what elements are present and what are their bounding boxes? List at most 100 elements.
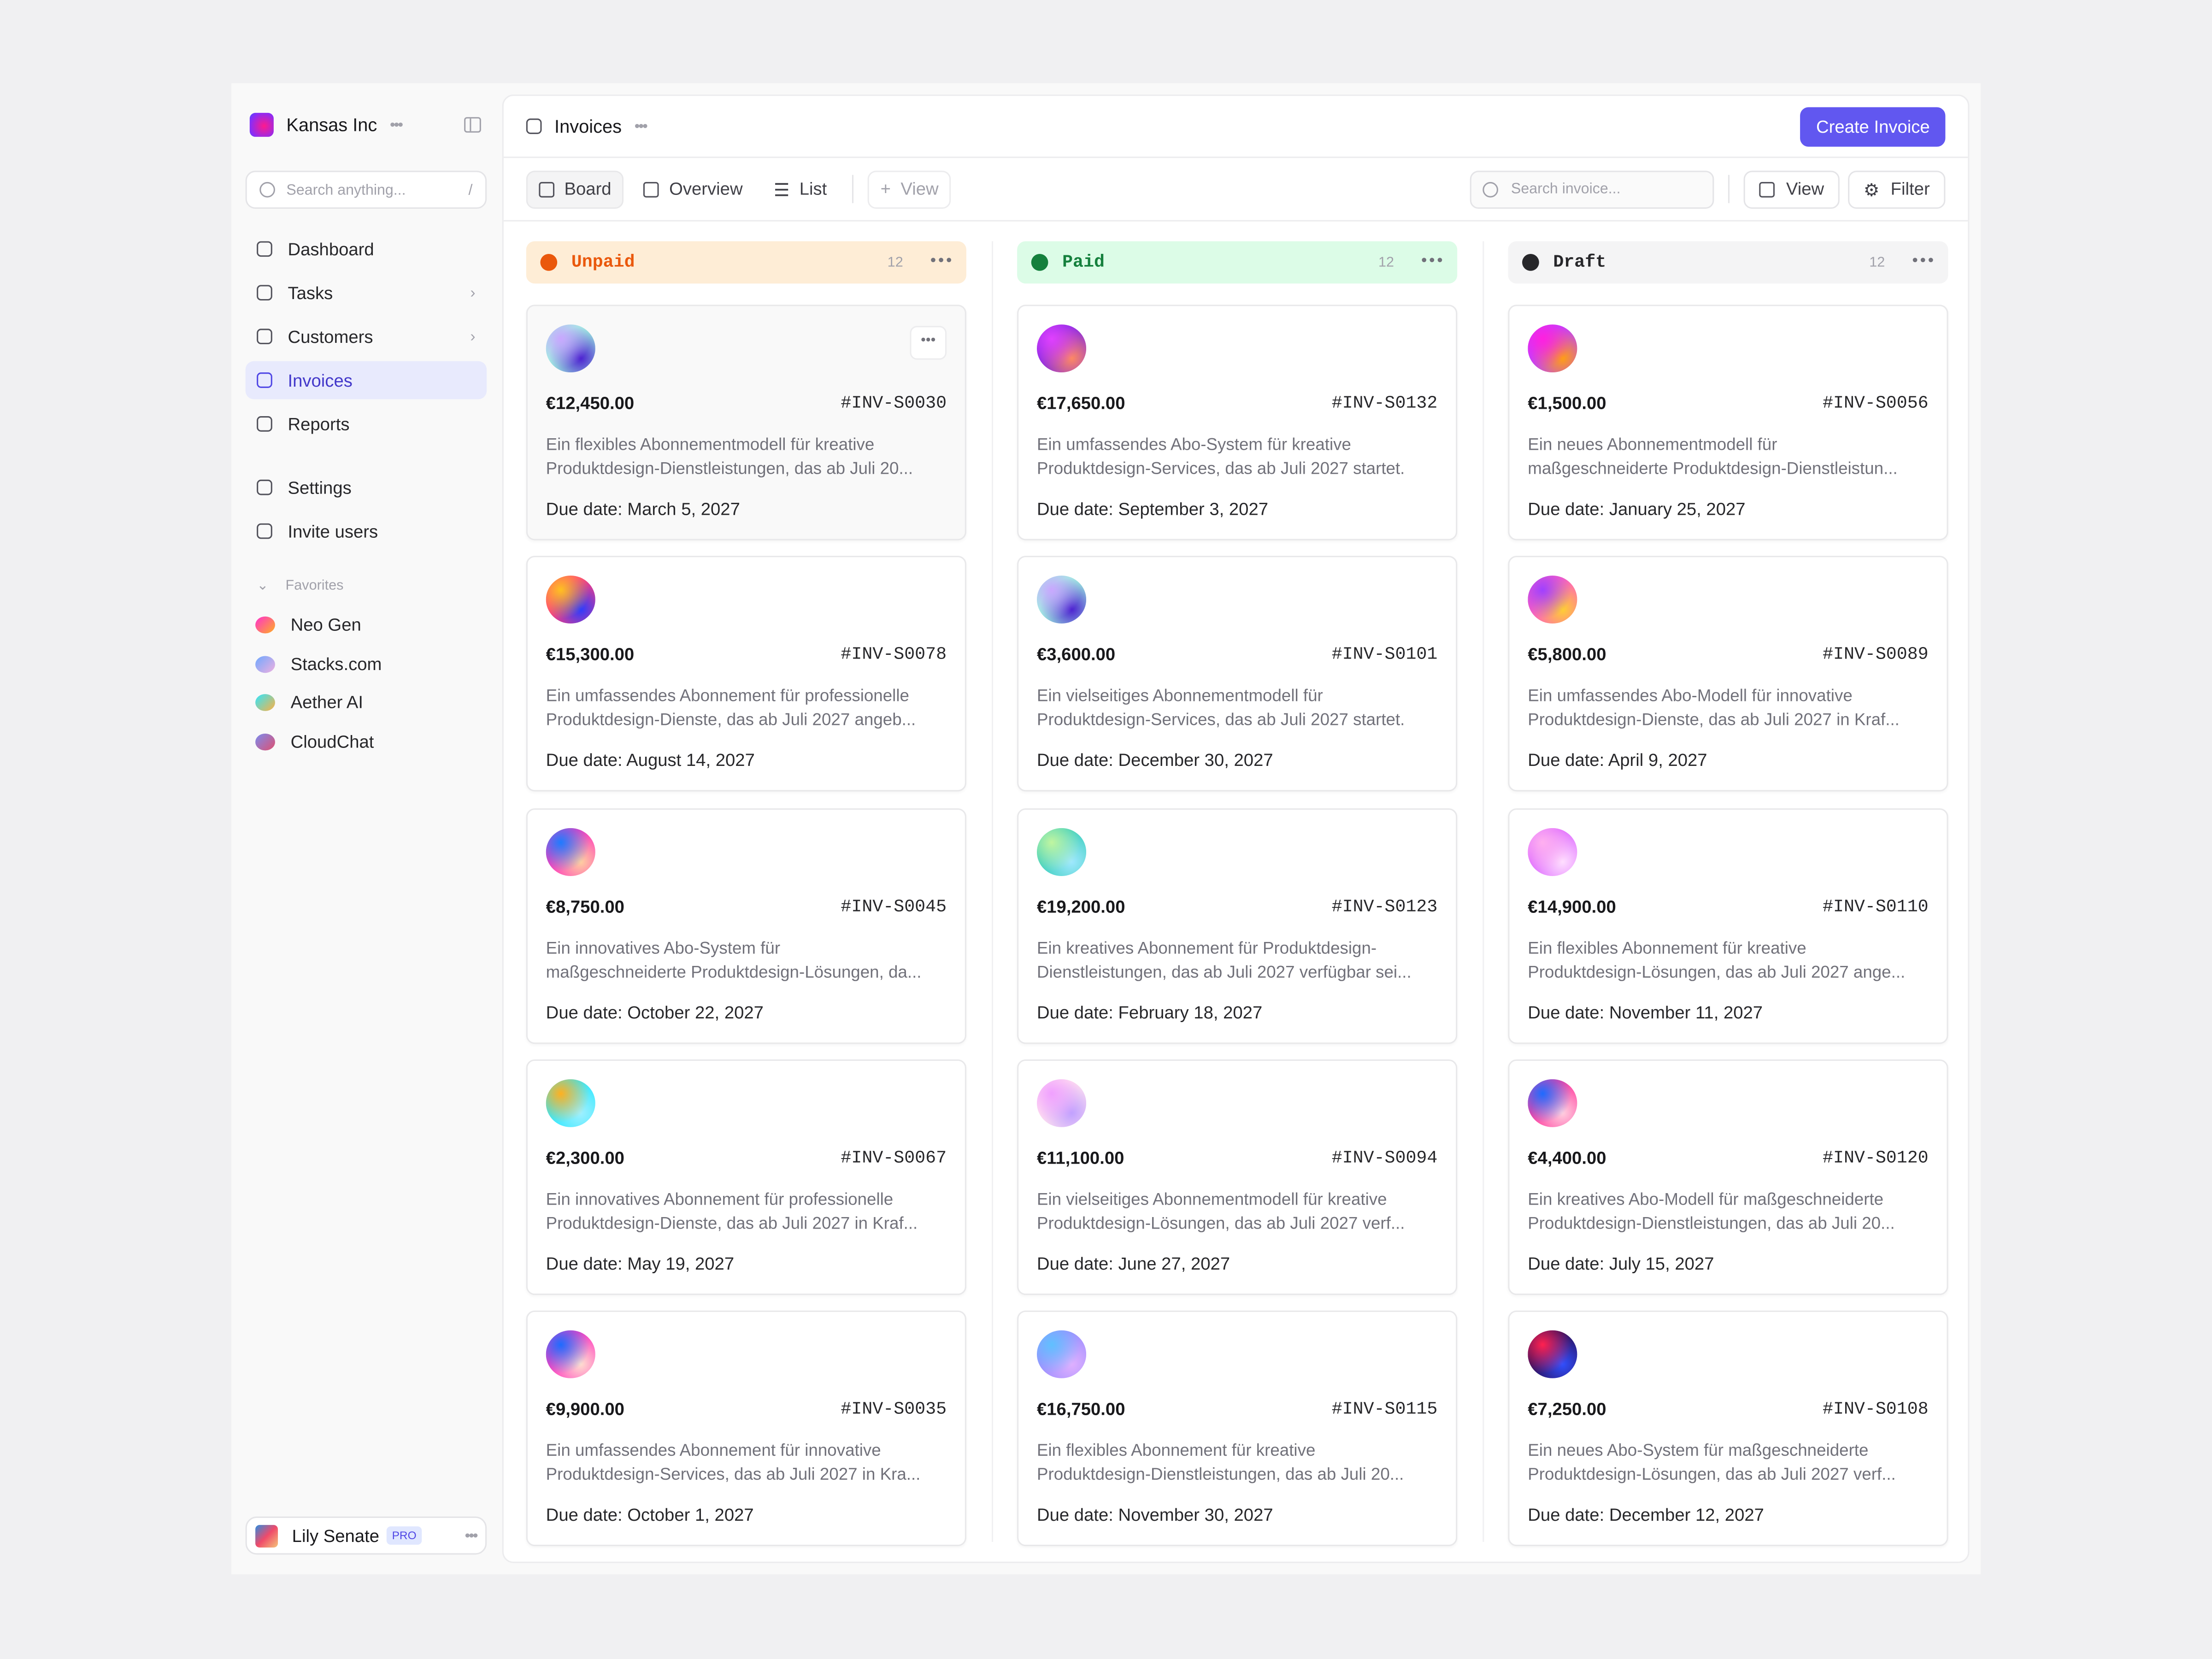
column-divider xyxy=(1483,241,1484,1542)
more-icon[interactable]: ••• xyxy=(1419,254,1444,271)
chevron-right-icon: › xyxy=(470,328,476,345)
invoice-amount: €19,200.00 xyxy=(1036,896,1125,917)
tab-overview[interactable]: Overview xyxy=(633,170,754,208)
invoice-id: #INV-S0030 xyxy=(841,394,947,413)
sidebar-search-input[interactable]: Search anything... / xyxy=(245,171,487,209)
more-icon[interactable]: ••• xyxy=(1910,254,1935,271)
clipboard-check-icon xyxy=(257,285,272,301)
column-header: Paid 12 ••• xyxy=(1017,241,1458,284)
invoice-card[interactable]: ••• €12,450.00 #INV-S0030 Ein flexibles … xyxy=(526,305,966,541)
description-line: Ein flexibles Abonnement für kreative xyxy=(1528,937,1806,958)
search-placeholder: Search invoice... xyxy=(1511,180,1621,198)
due-date: Due date: January 25, 2027 xyxy=(1528,499,1746,519)
invoice-card[interactable]: €3,600.00 #INV-S0101 Ein vielseitiges Ab… xyxy=(1017,556,1458,792)
invoice-card[interactable]: €4,400.00 #INV-S0120 Ein kreatives Abo-M… xyxy=(1508,1059,1948,1295)
board-icon xyxy=(539,181,555,197)
sidebar-item-invoices[interactable]: Invoices xyxy=(245,361,487,400)
invoice-card[interactable]: €8,750.00 #INV-S0045 Ein innovatives Abo… xyxy=(526,807,966,1044)
invoice-description: Ein umfassendes Abonnement für professio… xyxy=(546,685,947,733)
sidebar-item-tasks[interactable]: Tasks › xyxy=(246,274,487,312)
customer-avatar xyxy=(1036,827,1087,876)
favorite-avatar xyxy=(255,616,275,634)
sidebar-toggle-icon[interactable] xyxy=(464,117,481,133)
invoice-description: Ein kreatives Abonnement für Produktdesi… xyxy=(1037,936,1437,984)
invoice-id: #INV-S0045 xyxy=(841,896,947,917)
more-icon[interactable]: ••• xyxy=(389,116,403,134)
workspace-switcher[interactable]: Kansas Inc ••• xyxy=(249,112,403,137)
tab-list[interactable]: ☰ List xyxy=(762,170,838,208)
sidebar-item-dashboard[interactable]: Dashboard xyxy=(246,230,487,268)
list-icon: ☰ xyxy=(773,180,790,200)
add-view-label: View xyxy=(900,179,939,199)
invoice-card[interactable]: €2,300.00 #INV-S0067 Ein innovatives Abo… xyxy=(526,1059,966,1295)
invoice-description: Ein umfassendes Abo-Modell für innovativ… xyxy=(1528,685,1928,733)
more-icon[interactable]: ••• xyxy=(465,1527,478,1544)
view-label: View xyxy=(1786,179,1824,199)
invoice-card[interactable]: €17,650.00 #INV-S0132 Ein umfassendes Ab… xyxy=(1017,305,1458,541)
favorite-item[interactable]: Neo Gen xyxy=(255,615,361,635)
column-title: Draft xyxy=(1553,252,1606,272)
invoice-card[interactable]: €1,500.00 #INV-S0056 Ein neues Abonnemen… xyxy=(1508,305,1948,541)
view-button[interactable]: View xyxy=(1744,170,1840,208)
avatar xyxy=(255,1524,278,1547)
invoice-description: Ein vielseitiges Abonnementmodell für Pro… xyxy=(1037,685,1437,733)
due-date: Due date: December 30, 2027 xyxy=(1036,751,1273,771)
receipt-icon xyxy=(257,372,272,388)
invoice-description: Ein innovatives Abonnement für professio… xyxy=(546,1188,947,1235)
favorites-label: Favorites xyxy=(285,578,344,594)
invoice-card[interactable]: €11,100.00 #INV-S0094 Ein vielseitiges A… xyxy=(1017,1059,1458,1295)
description-line: Produktdesign-Dienste, das ab Juli 2027 … xyxy=(1528,710,1900,730)
invoice-id: #INV-S0110 xyxy=(1823,896,1929,917)
customer-avatar xyxy=(1036,1079,1087,1127)
due-date: Due date: December 12, 2027 xyxy=(1528,1505,1764,1525)
sidebar-item-label: Reports xyxy=(288,414,350,434)
customer-avatar xyxy=(1528,1330,1577,1379)
favorites-header[interactable]: ⌄ Favorites xyxy=(257,578,343,594)
home-icon xyxy=(257,241,272,257)
invoice-amount: €5,800.00 xyxy=(1528,645,1606,665)
divider xyxy=(1728,175,1730,203)
invoice-card[interactable]: €14,900.00 #INV-S0110 Ein flexibles Abon… xyxy=(1508,807,1948,1044)
tab-board[interactable]: Board xyxy=(526,170,624,208)
customer-avatar xyxy=(546,1330,595,1379)
description-line: Produktdesign-Services, das ab Juli 2027… xyxy=(546,1465,921,1484)
description-line: Ein kreatives Abonnement für Produktdesi… xyxy=(1036,937,1377,958)
user-menu[interactable]: Lily Senate PRO ••• xyxy=(245,1516,487,1555)
card-more-button[interactable]: ••• xyxy=(910,326,947,360)
customer-avatar xyxy=(546,1079,595,1127)
favorite-item[interactable]: CloudChat xyxy=(255,731,374,751)
description-line: Produktdesign-Lösungen, das ab Juli 2027… xyxy=(1036,1213,1405,1233)
more-icon[interactable]: ••• xyxy=(634,118,648,135)
filter-button[interactable]: ⚙ Filter xyxy=(1848,170,1946,208)
description-line: Produktdesign-Lösungen, das ab Juli 2027… xyxy=(1528,961,1906,982)
invoice-card[interactable]: €15,300.00 #INV-S0078 Ein umfassendes Ab… xyxy=(526,556,966,792)
invoice-card[interactable]: €5,800.00 #INV-S0089 Ein umfassendes Abo… xyxy=(1508,556,1948,792)
customer-avatar xyxy=(546,324,595,373)
invoice-search-input[interactable]: Search invoice... xyxy=(1470,170,1714,208)
filter-icon: ⚙ xyxy=(1863,180,1880,200)
due-date: Due date: May 19, 2027 xyxy=(546,1254,735,1274)
invoice-card[interactable]: €19,200.00 #INV-S0123 Ein kreatives Abon… xyxy=(1017,807,1458,1044)
sidebar-item-reports[interactable]: Reports xyxy=(246,405,487,443)
invoice-card[interactable]: €9,900.00 #INV-S0035 Ein umfassendes Abo… xyxy=(526,1311,966,1547)
more-icon[interactable]: ••• xyxy=(928,254,953,271)
column-paid: Paid 12 ••• €17,650.00 #INV-S0132 Ein um… xyxy=(1017,241,1458,1547)
status-icon xyxy=(540,254,558,271)
invoice-id: #INV-S0132 xyxy=(1331,394,1438,413)
due-date: Due date: September 3, 2027 xyxy=(1036,499,1269,519)
invoice-description: Ein kreatives Abo-Modell für maßgeschnei… xyxy=(1528,1188,1928,1235)
create-invoice-button[interactable]: Create Invoice xyxy=(1800,106,1946,146)
column-count: 12 xyxy=(1869,254,1885,271)
invoice-card[interactable]: €7,250.00 #INV-S0108 Ein neues Abo-Syste… xyxy=(1508,1311,1948,1547)
column-count: 12 xyxy=(887,254,903,271)
sidebar-item-settings[interactable]: Settings xyxy=(246,468,487,506)
favorite-item[interactable]: Stacks.com xyxy=(255,654,382,674)
search-placeholder: Search anything... xyxy=(286,181,406,199)
sidebar-item-customers[interactable]: Customers › xyxy=(246,318,487,356)
invoice-card[interactable]: €16,750.00 #INV-S0115 Ein flexibles Abon… xyxy=(1017,1311,1458,1547)
column-title: Unpaid xyxy=(571,252,635,272)
description-line: Produktdesign-Dienste, das ab Juli 2027 … xyxy=(546,710,916,730)
sidebar-item-invite-users[interactable]: Invite users xyxy=(246,512,487,550)
favorite-item[interactable]: Aether AI xyxy=(255,693,363,712)
add-view-button[interactable]: + View xyxy=(868,170,952,208)
